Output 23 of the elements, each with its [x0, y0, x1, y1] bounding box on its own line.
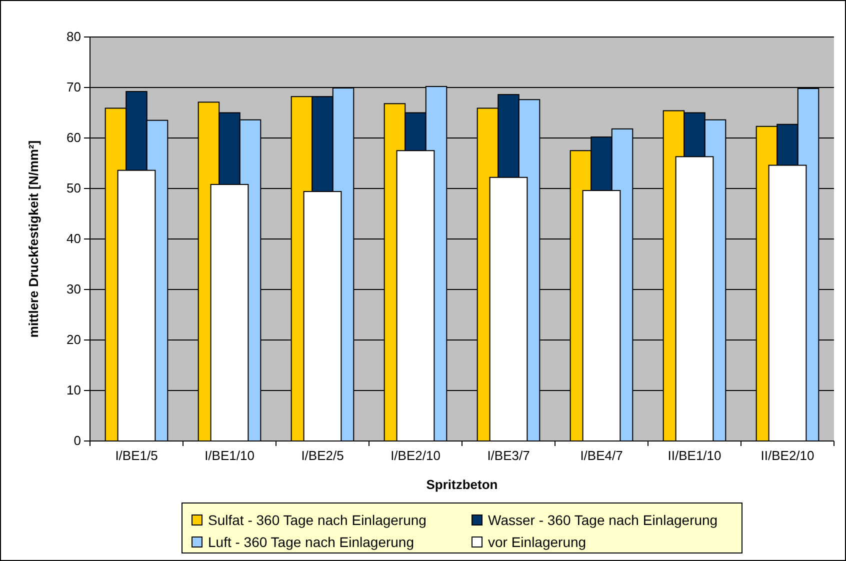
y-tick-label: 40 — [66, 231, 81, 246]
legend-label: Sulfat - 360 Tage nach Einlagerung — [208, 512, 426, 528]
x-tick-label: II/BE2/10 — [760, 448, 814, 464]
y-tick-label: 50 — [66, 180, 81, 196]
y-tick-label: 80 — [66, 29, 81, 44]
y-tick-label: 60 — [66, 130, 81, 146]
x-tick-label: I/BE2/5 — [301, 448, 344, 464]
x-tick-label: I/BE1/5 — [115, 448, 158, 464]
legend-label: vor Einlagerung — [488, 534, 586, 550]
legend-label: Wasser - 360 Tage nach Einlagerung — [488, 512, 718, 528]
y-tick-label: 70 — [66, 80, 81, 95]
y-axis-title: mittlere Druckfestigkeit [N/mm²] — [26, 140, 41, 338]
y-tick-label: 0 — [74, 433, 81, 448]
y-tick-label: 20 — [66, 332, 81, 348]
x-tick-label: I/BE4/7 — [580, 448, 623, 464]
x-axis-title: Spritzbeton — [426, 477, 498, 492]
x-tick-label: I/BE1/10 — [204, 448, 254, 464]
legend-label: Luft - 360 Tage nach Einlagerung — [208, 534, 414, 550]
x-tick-label: I/BE3/7 — [487, 448, 530, 464]
y-tick-label: 10 — [66, 382, 81, 398]
y-tick-label: 30 — [66, 282, 81, 297]
x-tick-label: I/BE2/10 — [390, 448, 440, 464]
x-tick-label: II/BE1/10 — [668, 448, 722, 464]
